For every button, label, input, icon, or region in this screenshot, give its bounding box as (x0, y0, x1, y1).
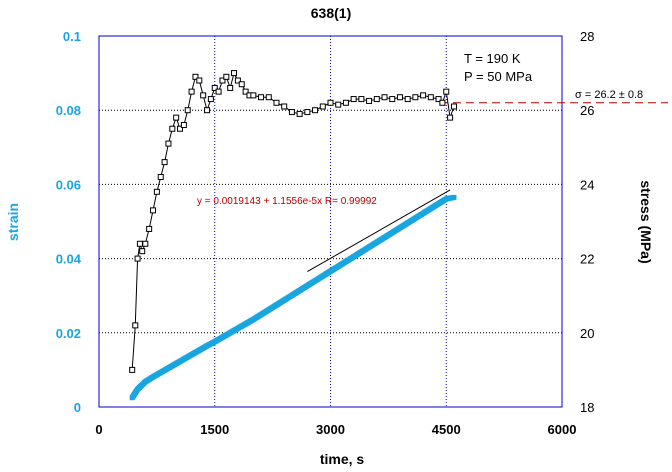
stress-point (219, 77, 226, 84)
y-right-tick-label: 28 (580, 29, 594, 44)
stress-point (234, 77, 241, 84)
y-right-tick-label: 24 (580, 177, 594, 192)
fit-line (307, 189, 451, 273)
stress-point (223, 73, 230, 80)
y-left-tick-label: 0.06 (56, 177, 81, 192)
stress-point (211, 84, 218, 91)
y-left-tick-label: 0.04 (56, 252, 82, 267)
stress-point (439, 99, 446, 106)
fit-series (307, 189, 451, 273)
stress-point (427, 94, 434, 101)
stress-point (389, 96, 396, 103)
stress-point (173, 114, 180, 121)
x-tick-label: 1500 (200, 422, 229, 437)
stress-point (273, 99, 280, 106)
stress-point (142, 240, 149, 247)
stress-point (238, 81, 245, 88)
stress-point (134, 255, 141, 262)
stress-point (129, 366, 136, 373)
stress-point (319, 103, 326, 110)
stress-point (258, 94, 265, 101)
plot-frame (98, 35, 563, 408)
stress-point (177, 125, 184, 132)
stress-point (288, 109, 295, 116)
stress-point (435, 96, 442, 103)
y-right-axis-label: stress (MPa) (638, 180, 654, 263)
tick-labels: 0 1500 3000 4500 6000 0 0.02 0.04 0.06 0.08 0.1 18 2… (56, 29, 595, 437)
x-axis-label: time, s (320, 451, 365, 467)
stress-point (242, 88, 249, 95)
fit-equation-label: y = 0.0019143 + 1.1556e-5x R= 0.99992 (197, 196, 377, 207)
stress-point (169, 125, 176, 132)
y-right-tick-label: 22 (580, 252, 594, 267)
stress-point (165, 140, 172, 147)
y-right-tick-label: 26 (580, 103, 594, 118)
stress-point (265, 94, 272, 101)
stress-point (231, 70, 238, 77)
stress-point (184, 107, 191, 114)
strain-series (129, 194, 457, 401)
stress-point (447, 114, 454, 121)
y-left-axis-label: strain (5, 203, 21, 241)
x-tick-label: 3000 (316, 422, 345, 437)
pressure-annotation: P = 50 MPa (464, 69, 533, 84)
x-tick-label: 4500 (432, 422, 461, 437)
stress-point (381, 94, 388, 101)
stress-point (188, 88, 195, 95)
x-tick-label: 0 (95, 422, 102, 437)
y-right-tick-label: 18 (580, 400, 594, 415)
stress-point (443, 88, 450, 95)
stress-point (404, 96, 411, 103)
stress-point (350, 96, 357, 103)
grid (99, 36, 562, 407)
stress-point (227, 84, 234, 91)
stress-point (312, 107, 319, 114)
chart-title: 638(1) (311, 5, 351, 21)
stress-point (450, 103, 457, 110)
stress-point (157, 173, 164, 180)
stress-point (335, 101, 342, 108)
stress-point (215, 88, 222, 95)
sigma-label: σ = 26.2 ± 0.8 (575, 89, 643, 101)
stress-point (161, 159, 168, 166)
stress-point (396, 94, 403, 101)
y-left-tick-label: 0 (74, 400, 81, 415)
y-right-tick-label: 20 (580, 326, 594, 341)
stress-point (136, 240, 143, 247)
stress-point (412, 94, 419, 101)
stress-point (281, 103, 288, 110)
stress-point (373, 96, 380, 103)
stress-point (250, 92, 257, 99)
x-tick-label: 6000 (548, 422, 577, 437)
stress-point (180, 122, 187, 129)
stress-point (358, 96, 365, 103)
stress-point (207, 96, 214, 103)
stress-point (132, 322, 139, 329)
stress-point (304, 109, 311, 116)
stress-point (146, 225, 153, 232)
stress-point (139, 248, 146, 255)
strain-point (451, 194, 457, 200)
y-left-tick-label: 0.02 (56, 326, 81, 341)
stress-point (150, 207, 157, 214)
stress-point (366, 97, 373, 104)
y-left-tick-label: 0.08 (56, 103, 81, 118)
stress-series (129, 70, 457, 373)
stress-point (200, 92, 207, 99)
stress-point (204, 107, 211, 114)
stress-point (327, 99, 334, 106)
stress-point (420, 92, 427, 99)
y-left-tick-label: 0.1 (63, 29, 81, 44)
stress-point (192, 73, 199, 80)
stress-point (196, 77, 203, 84)
stress-point (153, 188, 160, 195)
temperature-annotation: T = 190 K (464, 51, 521, 66)
stress-point (296, 110, 303, 117)
stress-point (342, 99, 349, 106)
